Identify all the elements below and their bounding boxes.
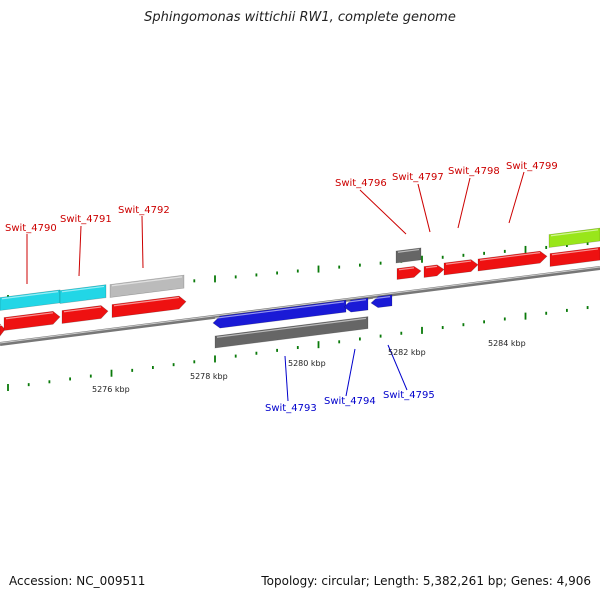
gene-label-swit-4791[interactable]: Swit_4791 — [60, 214, 112, 225]
genome-title: Sphingomonas wittichii RW1, complete gen… — [144, 10, 456, 25]
leader-line — [387, 344, 408, 391]
leader-line — [78, 225, 82, 277]
leader-line — [457, 177, 471, 229]
cds-arrow-swit-4797[interactable] — [423, 264, 445, 278]
gene-block-swit-4796[interactable] — [395, 247, 422, 264]
gene-label-swit-4792[interactable]: Swit_4792 — [118, 205, 170, 216]
gene-block-swit-4791[interactable] — [59, 284, 107, 304]
reverse-gene-labels: Swit_4793 Swit_4794 Swit_4795 — [265, 390, 435, 414]
genome-summary-text: Topology: circular; Length: 5,382,261 bp… — [261, 574, 591, 588]
cds-arrow-swit-4799[interactable] — [477, 250, 548, 272]
kbp-ruler-labels: 5276 kbp 5278 kbp 5280 kbp 5282 kbp 5284… — [92, 339, 526, 394]
cds-arrow-swit-4791[interactable] — [61, 305, 109, 324]
gene-label-swit-4794[interactable]: Swit_4794 — [324, 396, 376, 407]
leader-line — [417, 183, 431, 233]
cds-arrow-swit-4796[interactable] — [396, 266, 422, 280]
tick-label-5278: 5278 kbp — [190, 372, 228, 381]
leader-line — [359, 189, 407, 235]
accession-text: Accession: NC_009511 — [9, 574, 146, 588]
gene-block-swit-4793[interactable] — [214, 316, 369, 349]
genome-backbone-highlight — [0, 266, 600, 344]
gene-features — [0, 227, 600, 349]
minor-tick-marks — [7, 242, 589, 391]
gene-label-swit-4790[interactable]: Swit_4790 — [5, 223, 57, 234]
gene-label-swit-4796[interactable]: Swit_4796 — [335, 178, 387, 189]
cds-arrow-swit-4800[interactable] — [549, 246, 600, 267]
leader-line — [284, 355, 289, 402]
gene-block-swit-4792[interactable] — [109, 274, 185, 298]
label-leader-lines — [26, 171, 525, 402]
cds-arrow-swit-4794[interactable] — [343, 297, 369, 313]
gene-label-swit-4798[interactable]: Swit_4798 — [448, 166, 500, 177]
cds-arrow-swit-4789[interactable] — [0, 323, 6, 337]
tick-label-5280: 5280 kbp — [288, 359, 326, 368]
lower-tick-row — [7, 306, 589, 391]
forward-gene-labels: Swit_4790 Swit_4791 Swit_4792 Swit_4796 … — [5, 161, 558, 234]
gene-label-swit-4793[interactable]: Swit_4793 — [265, 403, 317, 414]
gene-block-swit-4799[interactable] — [548, 227, 600, 248]
tick-label-5276: 5276 kbp — [92, 385, 130, 394]
gene-block-swit-4790[interactable] — [0, 289, 61, 311]
gene-label-swit-4799[interactable]: Swit_4799 — [506, 161, 558, 172]
cds-arrow-swit-4792[interactable] — [111, 295, 187, 318]
leader-line — [141, 215, 144, 269]
gene-label-swit-4797[interactable]: Swit_4797 — [392, 172, 444, 183]
tick-label-5282: 5282 kbp — [388, 348, 426, 357]
cds-arrow-swit-4790[interactable] — [3, 310, 61, 331]
leader-line — [345, 348, 356, 397]
cds-arrow-swit-4795[interactable] — [370, 294, 393, 308]
leader-line — [508, 171, 525, 224]
cds-arrow-swit-4798[interactable] — [443, 259, 479, 276]
gene-label-swit-4795[interactable]: Swit_4795 — [383, 390, 435, 401]
tick-label-5284: 5284 kbp — [488, 339, 526, 348]
